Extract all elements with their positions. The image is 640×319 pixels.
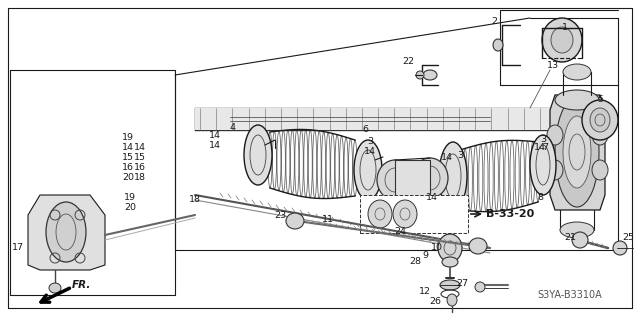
Ellipse shape	[582, 100, 618, 140]
Text: 3: 3	[367, 137, 373, 146]
Ellipse shape	[46, 202, 86, 262]
Ellipse shape	[423, 70, 437, 80]
Ellipse shape	[244, 125, 272, 185]
Text: 3: 3	[540, 136, 546, 145]
Text: 10: 10	[431, 243, 443, 253]
Ellipse shape	[563, 64, 591, 80]
Ellipse shape	[590, 108, 610, 132]
Text: 19: 19	[122, 133, 134, 143]
Ellipse shape	[469, 238, 487, 254]
Text: 28: 28	[409, 257, 421, 266]
Ellipse shape	[542, 18, 582, 62]
Ellipse shape	[560, 222, 594, 238]
Text: 14: 14	[134, 144, 146, 152]
Text: 4: 4	[229, 123, 235, 132]
Ellipse shape	[439, 142, 467, 210]
Ellipse shape	[551, 27, 573, 53]
Ellipse shape	[493, 39, 503, 51]
Text: 6: 6	[362, 125, 368, 135]
Text: 1: 1	[562, 24, 568, 33]
Ellipse shape	[393, 200, 417, 228]
Ellipse shape	[572, 232, 588, 248]
Ellipse shape	[613, 241, 627, 255]
Text: 20: 20	[122, 174, 134, 182]
Text: 22: 22	[402, 57, 414, 66]
Ellipse shape	[547, 125, 563, 145]
Ellipse shape	[286, 213, 304, 229]
Ellipse shape	[440, 280, 460, 290]
Text: 3: 3	[457, 151, 463, 160]
Text: 26: 26	[429, 298, 441, 307]
Ellipse shape	[368, 200, 392, 228]
Text: 18: 18	[189, 196, 201, 204]
Text: 27: 27	[456, 278, 468, 287]
Polygon shape	[28, 195, 105, 270]
Text: 12: 12	[419, 287, 431, 296]
Text: 5: 5	[597, 95, 603, 105]
Text: 9: 9	[422, 250, 428, 259]
Text: 23: 23	[274, 211, 286, 219]
Text: B-33-20: B-33-20	[486, 209, 534, 219]
Ellipse shape	[416, 71, 424, 79]
Text: 11: 11	[322, 216, 334, 225]
Bar	[395, 160, 430, 200]
Ellipse shape	[442, 257, 458, 267]
Ellipse shape	[555, 97, 599, 207]
Text: 14: 14	[209, 130, 221, 139]
Text: 14: 14	[426, 194, 438, 203]
Text: 14: 14	[364, 147, 376, 157]
Text: 25: 25	[622, 234, 634, 242]
Text: 21: 21	[564, 234, 576, 242]
Text: 2: 2	[491, 18, 497, 26]
Ellipse shape	[530, 135, 556, 195]
Ellipse shape	[555, 90, 599, 110]
Bar	[360, 195, 468, 233]
Text: 16: 16	[122, 164, 134, 173]
Text: 19: 19	[124, 194, 136, 203]
Text: 14: 14	[122, 144, 134, 152]
Ellipse shape	[475, 282, 485, 292]
Ellipse shape	[592, 125, 608, 145]
Polygon shape	[550, 95, 605, 210]
Ellipse shape	[377, 160, 413, 200]
Text: 8: 8	[537, 194, 543, 203]
Ellipse shape	[547, 160, 563, 180]
Text: 16: 16	[134, 164, 146, 173]
Text: 14: 14	[209, 140, 221, 150]
Polygon shape	[195, 108, 560, 130]
Text: FR.: FR.	[72, 280, 92, 290]
Ellipse shape	[592, 160, 608, 180]
Ellipse shape	[447, 294, 457, 306]
Text: 13: 13	[547, 61, 559, 70]
Ellipse shape	[49, 283, 61, 293]
Text: 15: 15	[134, 153, 146, 162]
Text: 14: 14	[534, 144, 546, 152]
Text: S3YA-B3310A: S3YA-B3310A	[538, 290, 602, 300]
Text: 7: 7	[542, 144, 548, 152]
Text: 14: 14	[441, 153, 453, 162]
Ellipse shape	[412, 158, 448, 198]
Ellipse shape	[563, 116, 591, 188]
Text: 17: 17	[12, 243, 24, 253]
Text: 18: 18	[134, 174, 146, 182]
Text: 24: 24	[394, 227, 406, 236]
Text: 20: 20	[124, 204, 136, 212]
Text: 15: 15	[122, 153, 134, 162]
Ellipse shape	[354, 140, 382, 200]
Ellipse shape	[438, 234, 462, 262]
